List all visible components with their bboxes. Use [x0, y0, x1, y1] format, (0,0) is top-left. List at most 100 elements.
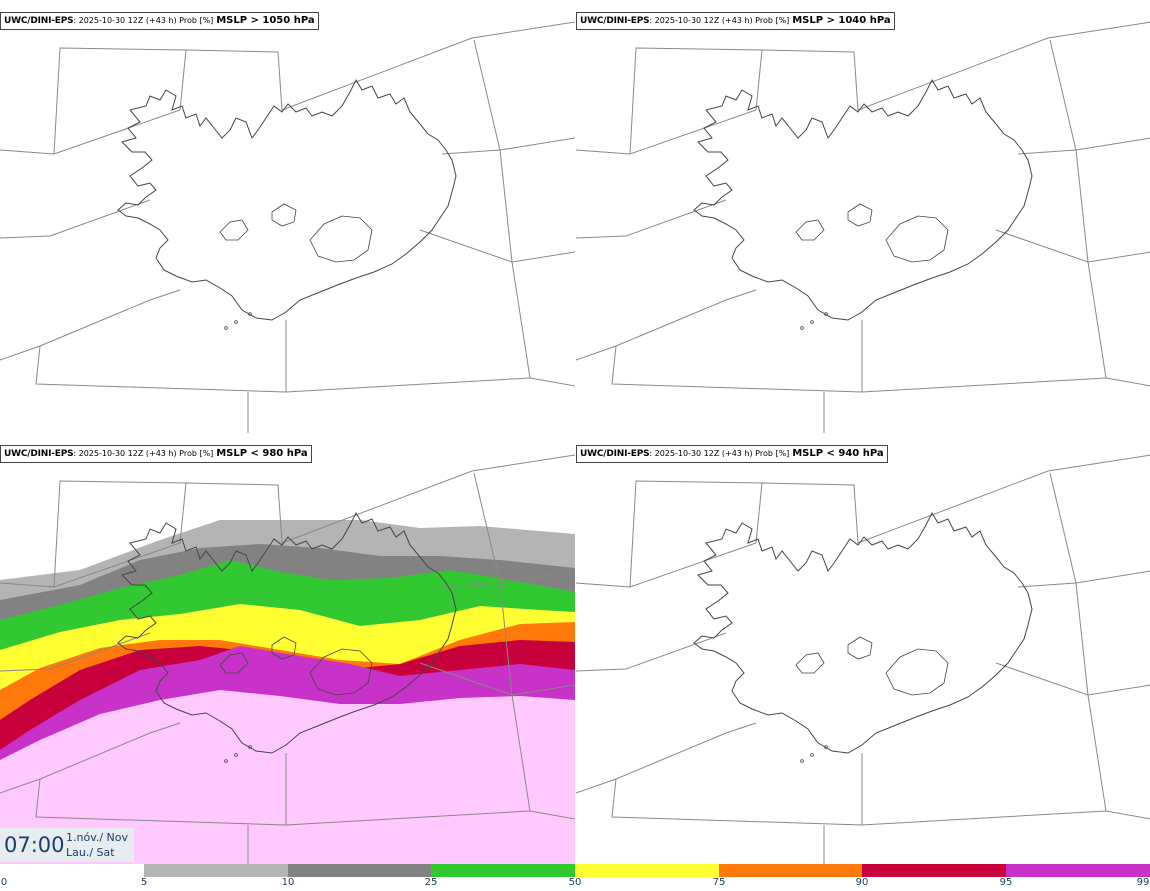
glacier-outline	[795, 652, 825, 674]
colorbar-tick-label: 10	[281, 877, 295, 888]
graticule-line	[419, 229, 575, 263]
graticule-line	[576, 454, 1150, 588]
graticule-line	[441, 137, 575, 155]
iceland-coastline	[693, 511, 1033, 754]
valid-time: 07:00	[4, 833, 65, 857]
island	[234, 320, 238, 324]
map-panel-mslp-gt-1040: UWC/DINI-EPS: 2025-10-30 12Z (+43 h) Pro…	[576, 0, 1150, 433]
run-info: : 2025-10-30 12Z (+43 h) Prob [%]	[649, 16, 790, 25]
island	[224, 326, 228, 330]
variable-threshold: MSLP > 1040 hPa	[792, 15, 891, 26]
iceland-coastline	[117, 78, 457, 321]
colorbar-segment	[862, 864, 1006, 877]
glacier-outline	[847, 636, 873, 660]
graticule-line	[576, 199, 727, 239]
island	[800, 326, 804, 330]
graticule-line	[53, 47, 187, 155]
island	[248, 745, 252, 749]
colorbar-tick-label: 5	[140, 877, 148, 888]
colorbar-tick-label: 90	[855, 877, 869, 888]
colorbar-segment	[288, 864, 431, 877]
colorbar-segment	[575, 864, 719, 877]
colorbar-segment	[144, 864, 288, 877]
colorbar-tick-label: 75	[712, 877, 726, 888]
graticule-line	[53, 480, 187, 588]
map-panel-mslp-gt-1050: UWC/DINI-EPS: 2025-10-30 12Z (+43 h) Pro…	[0, 0, 575, 433]
glacier-outline	[885, 648, 949, 696]
variable-threshold: MSLP < 940 hPa	[792, 448, 884, 459]
colorbar-segment	[1006, 864, 1150, 877]
glacier-outline	[271, 203, 297, 227]
colorbar-tick-label: 95	[999, 877, 1013, 888]
probability-band	[0, 690, 575, 866]
graticule-line	[0, 632, 151, 672]
graticule-line	[1017, 137, 1150, 155]
graticule-line	[1017, 570, 1150, 588]
map-canvas	[0, 454, 575, 866]
run-info: : 2025-10-30 12Z (+43 h) Prob [%]	[649, 449, 790, 458]
graticule-line	[473, 39, 531, 379]
glacier-outline	[309, 648, 373, 696]
model-name: UWC/DINI-EPS	[4, 449, 74, 459]
graticule-line	[419, 662, 575, 696]
island	[800, 759, 804, 763]
graticule-line	[995, 662, 1150, 696]
colorbar-segment	[719, 864, 862, 877]
colorbar-tick-label: 99	[1136, 877, 1150, 888]
probability-colorbar: 0 5 10 25 50 75 90 95 99	[0, 862, 1150, 891]
colorbar-segment	[0, 864, 144, 877]
glacier-outline	[271, 636, 297, 660]
graticule-line	[35, 345, 575, 393]
run-info: : 2025-10-30 12Z (+43 h) Prob [%]	[73, 449, 214, 458]
glacier-outline	[847, 203, 873, 227]
graticule-line	[1049, 39, 1107, 379]
graticule-line	[441, 570, 575, 588]
model-name: UWC/DINI-EPS	[580, 16, 650, 26]
map-canvas	[576, 21, 1150, 433]
map-panel-mslp-lt-980: UWC/DINI-EPS: 2025-10-30 12Z (+43 h) Pro…	[0, 433, 575, 866]
variable-threshold: MSLP < 980 hPa	[216, 448, 308, 459]
panel-title: UWC/DINI-EPS: 2025-10-30 12Z (+43 h) Pro…	[0, 12, 319, 30]
map-canvas	[576, 454, 1150, 866]
colorbar-tick-label: 50	[568, 877, 582, 888]
model-name: UWC/DINI-EPS	[4, 16, 74, 26]
run-info: : 2025-10-30 12Z (+43 h) Prob [%]	[73, 16, 214, 25]
valid-date: 1.nóv./ Nov	[66, 831, 129, 844]
graticule-line	[576, 289, 757, 361]
model-name: UWC/DINI-EPS	[580, 449, 650, 459]
graticule-line	[611, 778, 1150, 826]
panel-title: UWC/DINI-EPS: 2025-10-30 12Z (+43 h) Pro…	[0, 445, 312, 463]
colorbar-tick-label: 0	[0, 877, 8, 888]
graticule-line	[0, 289, 181, 361]
colorbar-tick-label: 25	[424, 877, 438, 888]
graticule-line	[473, 472, 531, 812]
island	[824, 312, 828, 316]
graticule-line	[995, 229, 1150, 263]
glacier-outline	[795, 219, 825, 241]
graticule-line	[576, 21, 1150, 155]
graticule-line	[0, 722, 181, 794]
graticule-line	[0, 21, 575, 155]
glacier-outline	[309, 215, 373, 263]
colorbar-segment	[431, 864, 575, 877]
glacier-outline	[219, 652, 249, 674]
valid-weekday: Lau./ Sat	[66, 846, 115, 859]
graticule-line	[576, 632, 727, 672]
map-panel-mslp-lt-940: UWC/DINI-EPS: 2025-10-30 12Z (+43 h) Pro…	[576, 433, 1150, 866]
island	[810, 753, 814, 757]
iceland-coastline	[117, 511, 457, 754]
island	[248, 312, 252, 316]
glacier-outline	[885, 215, 949, 263]
island	[224, 759, 228, 763]
variable-threshold: MSLP > 1050 hPa	[216, 15, 315, 26]
map-canvas	[0, 21, 575, 433]
graticule-line	[629, 47, 763, 155]
island	[810, 320, 814, 324]
graticule-line	[611, 345, 1150, 393]
graticule-line	[0, 199, 151, 239]
iceland-coastline	[693, 78, 1033, 321]
valid-time-box: 07:00 1.nóv./ Nov Lau./ Sat	[0, 828, 134, 862]
island	[824, 745, 828, 749]
graticule-line	[576, 722, 757, 794]
glacier-outline	[219, 219, 249, 241]
